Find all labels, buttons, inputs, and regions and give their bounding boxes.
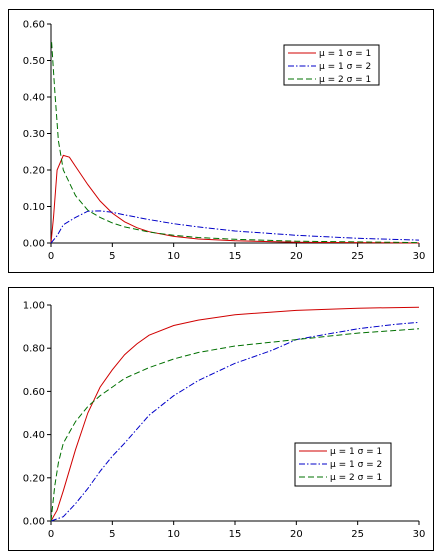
cdf-chart-panel: 0.00 0.20 0.40 0.60 0.80 1.00 0 5 10 15 20 25 30 μ = …	[8, 287, 434, 551]
legend-label-2: μ = 1 σ = 2	[319, 62, 371, 72]
x-tick-label: 20	[290, 529, 303, 540]
pdf-chart-svg: 0.00 0.10 0.20 0.30 0.40 0.50 0.60 0 5 10 15 20 25 30…	[23, 20, 426, 263]
legend-label-2: μ = 1 σ = 2	[330, 460, 382, 470]
series-line-2	[50, 321, 420, 522]
y-tick-label: 0.40	[23, 93, 45, 104]
legend-label-3: μ = 2 σ = 1	[330, 473, 382, 483]
series-line-2	[50, 210, 420, 244]
y-tick-label: 0.20	[23, 166, 45, 177]
x-tick-label: 25	[351, 529, 364, 540]
legend-label-3: μ = 2 σ = 1	[319, 75, 371, 85]
pdf-chart-panel: 0.00 0.10 0.20 0.30 0.40 0.50 0.60 0 5 10 15 20 25 30…	[8, 9, 434, 273]
x-tick-label: 15	[229, 251, 242, 262]
x-tick-label: 30	[413, 251, 426, 262]
y-tick-label: 1.00	[23, 301, 45, 312]
y-tick-label: 0.60	[23, 387, 45, 398]
legend-label-1: μ = 1 σ = 1	[319, 49, 371, 59]
y-tick-label: 0.00	[23, 517, 45, 528]
y-tick-label: 0.20	[23, 473, 45, 484]
legend-label-1: μ = 1 σ = 1	[330, 447, 382, 457]
cdf-chart-svg: 0.00 0.20 0.40 0.60 0.80 1.00 0 5 10 15 20 25 30 μ = …	[23, 301, 426, 541]
y-tick-label: 0.40	[23, 430, 45, 441]
x-tick-label: 15	[229, 529, 242, 540]
x-tick-label: 0	[48, 251, 54, 262]
series-line-3	[50, 328, 420, 522]
x-tick-label: 0	[48, 529, 54, 540]
series-line-3	[51, 42, 420, 244]
y-tick-label: 0.50	[23, 56, 45, 67]
x-tick-label: 5	[109, 529, 115, 540]
x-tick-label: 20	[290, 251, 303, 262]
x-tick-label: 10	[167, 529, 180, 540]
x-tick-label: 25	[351, 251, 364, 262]
x-tick-label: 30	[413, 529, 426, 540]
series-line-1	[50, 154, 420, 244]
y-tick-label: 0.60	[23, 20, 45, 31]
y-tick-label: 0.80	[23, 344, 45, 355]
y-tick-label: 0.30	[23, 129, 45, 140]
y-tick-label: 0.00	[23, 239, 45, 250]
y-tick-label: 0.10	[23, 202, 45, 213]
x-tick-label: 10	[167, 251, 180, 262]
series-line-1	[50, 306, 420, 522]
legend-box	[283, 44, 380, 86]
x-tick-label: 5	[109, 251, 115, 262]
